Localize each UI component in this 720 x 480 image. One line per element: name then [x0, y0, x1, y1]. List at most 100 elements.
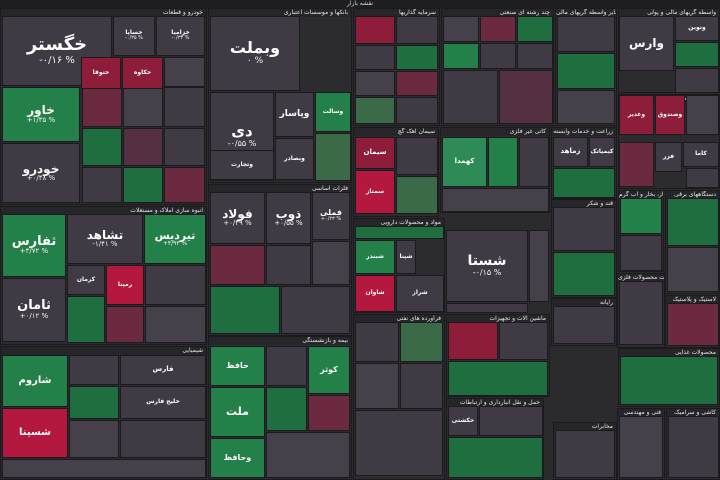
- stock-tile-small[interactable]: [355, 410, 443, 476]
- stock-tile[interactable]: وارس: [619, 16, 674, 71]
- stock-tile-small[interactable]: [396, 137, 438, 175]
- stock-tile-small[interactable]: [448, 437, 543, 478]
- stock-tile-small[interactable]: [82, 167, 122, 203]
- stock-tile[interactable]: ذوب +۰/۵۵ %: [266, 192, 311, 244]
- stock-tile-small[interactable]: [69, 386, 119, 419]
- stock-tile-small[interactable]: [620, 356, 718, 405]
- stock-tile-small[interactable]: [619, 416, 663, 478]
- stock-tile[interactable]: زماهد: [553, 137, 588, 167]
- stock-tile-small[interactable]: [480, 16, 516, 42]
- stock-tile[interactable]: شاروم: [2, 355, 68, 407]
- stock-tile-small[interactable]: [164, 167, 205, 203]
- stock-tile-small[interactable]: [675, 42, 719, 67]
- stock-tile[interactable]: تشاهد -۱/۴۱ %: [67, 214, 143, 264]
- stock-tile-small[interactable]: [210, 245, 265, 285]
- stock-tile-small[interactable]: [82, 128, 122, 166]
- stock-tile[interactable]: کرمان: [67, 265, 105, 295]
- stock-tile[interactable]: حکشتی: [448, 406, 478, 436]
- stock-tile-small[interactable]: [442, 188, 549, 212]
- stock-tile-small[interactable]: [266, 346, 307, 386]
- stock-tile-small[interactable]: [355, 226, 444, 239]
- stock-tile-small[interactable]: [443, 16, 479, 42]
- stock-tile-small[interactable]: [123, 167, 163, 203]
- stock-tile-small[interactable]: [123, 87, 163, 127]
- stock-tile-small[interactable]: [355, 322, 399, 362]
- stock-tile[interactable]: فارس: [120, 355, 206, 385]
- stock-tile[interactable]: وبملت ۰ %: [210, 16, 300, 91]
- stock-tile-small[interactable]: [668, 416, 719, 478]
- stock-tile-small[interactable]: [557, 53, 615, 89]
- stock-tile-small[interactable]: [555, 430, 615, 478]
- stock-tile-small[interactable]: [67, 296, 105, 343]
- stock-tile-small[interactable]: [396, 97, 438, 124]
- stock-tile[interactable]: خساپا -۰/۳۵ %: [113, 16, 155, 56]
- stock-tile-small[interactable]: [355, 363, 399, 409]
- stock-tile-small[interactable]: [686, 168, 719, 188]
- stock-tile[interactable]: حافظ: [210, 346, 265, 386]
- stock-tile-small[interactable]: [308, 395, 350, 431]
- stock-tile-small[interactable]: [120, 420, 206, 458]
- stock-tile[interactable]: شستا -۰/۱۵ %: [446, 230, 528, 302]
- stock-tile-small[interactable]: [106, 306, 144, 343]
- stock-tile[interactable]: شسینا: [2, 408, 68, 458]
- stock-tile-small[interactable]: [488, 137, 518, 187]
- stock-tile-small[interactable]: [164, 87, 205, 127]
- stock-tile-small[interactable]: [396, 71, 438, 96]
- stock-tile-small[interactable]: [448, 361, 548, 396]
- stock-tile-small[interactable]: [164, 57, 205, 87]
- stock-tile[interactable]: سیمان: [355, 137, 395, 169]
- stock-tile[interactable]: وصندوق: [655, 95, 685, 135]
- stock-tile-small[interactable]: [557, 90, 615, 124]
- stock-tile[interactable]: خلیج فارس: [120, 386, 206, 419]
- stock-tile-small[interactable]: [517, 43, 553, 69]
- stock-tile[interactable]: خاور +۱/۳۵ %: [2, 87, 80, 142]
- stock-tile-small[interactable]: [82, 87, 122, 127]
- stock-tile-small[interactable]: [443, 43, 479, 69]
- stock-tile-small[interactable]: [519, 137, 549, 187]
- stock-tile-small[interactable]: [2, 459, 206, 478]
- stock-tile-small[interactable]: [553, 252, 615, 296]
- stock-tile-small[interactable]: [145, 265, 206, 305]
- stock-tile-small[interactable]: [355, 71, 395, 96]
- stock-tile[interactable]: وتجارت: [210, 150, 274, 180]
- stock-tile-small[interactable]: [315, 133, 351, 181]
- stock-tile[interactable]: ختوقا: [81, 57, 121, 89]
- stock-tile-small[interactable]: [312, 241, 350, 285]
- stock-tile-small[interactable]: [400, 322, 443, 362]
- stock-tile-small[interactable]: [400, 363, 443, 409]
- stock-tile-small[interactable]: [620, 198, 662, 234]
- stock-tile-small[interactable]: [266, 432, 350, 478]
- stock-tile-small[interactable]: [355, 16, 395, 44]
- stock-tile-small[interactable]: [553, 306, 615, 344]
- stock-tile[interactable]: کهمدا: [442, 137, 487, 187]
- stock-tile-small[interactable]: [164, 128, 205, 166]
- stock-tile-small[interactable]: [396, 176, 438, 214]
- stock-tile-small[interactable]: [123, 128, 163, 166]
- stock-tile[interactable]: رمپنا: [106, 265, 144, 305]
- stock-tile[interactable]: تیردیس +۴/۹۳ %: [144, 214, 206, 264]
- stock-tile-small[interactable]: [210, 286, 280, 334]
- stock-tile[interactable]: شراز: [396, 275, 444, 312]
- stock-tile[interactable]: ثفارس +۳/۷۲ %: [2, 214, 66, 277]
- stock-tile[interactable]: فولاد +۰/۴۹ %: [210, 192, 265, 244]
- stock-tile[interactable]: کیمیاتک: [589, 137, 615, 167]
- stock-tile-small[interactable]: [443, 70, 498, 124]
- stock-tile-small[interactable]: [396, 45, 438, 70]
- stock-tile-small[interactable]: [69, 355, 119, 385]
- stock-tile-small[interactable]: [620, 235, 662, 271]
- stock-tile-small[interactable]: [675, 68, 719, 93]
- stock-tile[interactable]: فزر: [655, 142, 682, 172]
- stock-tile[interactable]: سمتاز: [355, 170, 395, 214]
- stock-tile-small[interactable]: [355, 97, 395, 124]
- stock-tile-small[interactable]: [557, 16, 615, 52]
- stock-tile-small[interactable]: [355, 45, 395, 70]
- stock-tile[interactable]: کاما: [683, 142, 719, 167]
- stock-tile[interactable]: ثامان +۰/۱۲ %: [2, 278, 66, 342]
- stock-tile[interactable]: شبندر: [355, 240, 395, 274]
- stock-tile[interactable]: خزامیا -۰/۳۳ %: [156, 16, 205, 56]
- stock-tile[interactable]: شاوان: [355, 275, 395, 312]
- stock-tile[interactable]: خکاوه: [122, 57, 163, 89]
- stock-tile-small[interactable]: [499, 70, 553, 124]
- stock-tile[interactable]: خگستر -۰/۱۶ %: [2, 16, 112, 86]
- stock-tile-small[interactable]: [619, 142, 654, 187]
